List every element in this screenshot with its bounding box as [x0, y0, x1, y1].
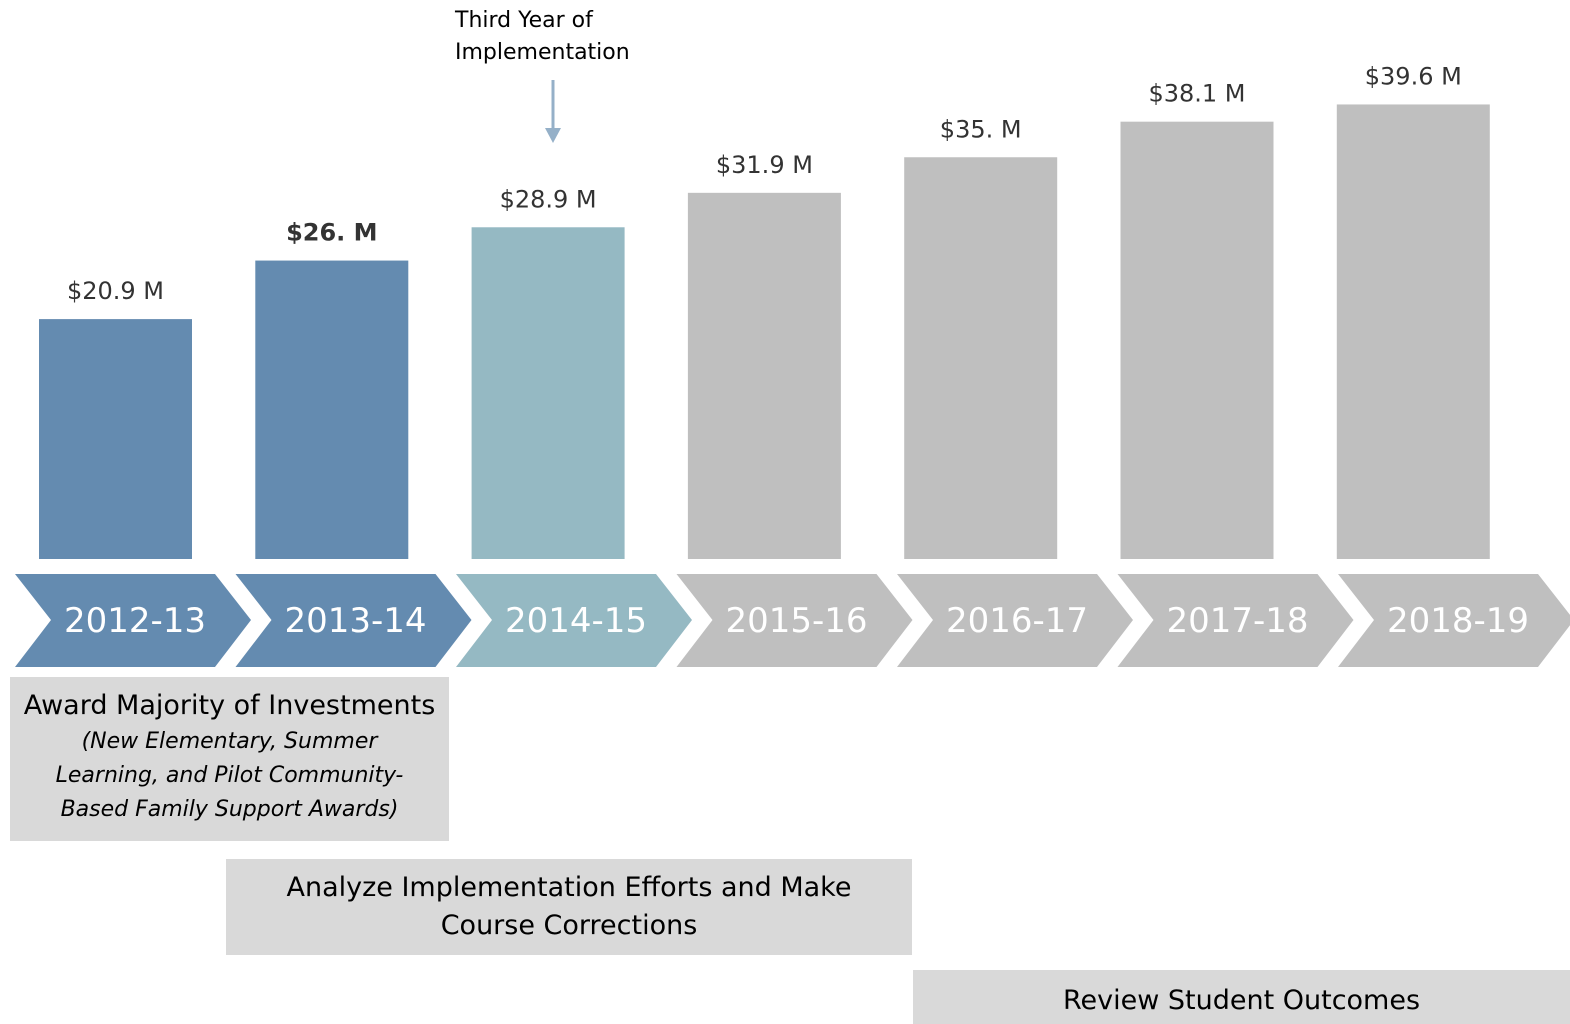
x-tick-label: 2017-18 — [1166, 601, 1308, 641]
bar — [687, 192, 841, 560]
chevron — [1117, 574, 1354, 667]
bar — [39, 319, 192, 559]
phase-title: Review Student Outcomes — [1062, 985, 1421, 1016]
annotation-arrowhead — [545, 128, 561, 143]
bar — [904, 157, 1058, 559]
x-tick-label: 2016-17 — [946, 601, 1088, 641]
phase-box: Review Student Outcomes — [913, 970, 1570, 1024]
phase-box: Analyze Implementation Efforts and Make … — [226, 859, 912, 955]
chevron — [15, 574, 251, 667]
value-label: $39.6 M — [1365, 62, 1462, 90]
x-tick-label: 2018-19 — [1387, 601, 1529, 641]
chevron — [456, 574, 692, 667]
x-tick-label: 2012-13 — [64, 601, 206, 641]
bar — [1336, 104, 1490, 559]
annotation: Third Year of Implementation — [455, 8, 630, 65]
value-label: $26. M — [286, 219, 377, 247]
phase-box: Award Majority of Investments (New Eleme… — [10, 677, 449, 841]
value-label: $28.9 M — [500, 185, 597, 213]
phase-title: Award Majority of Investments — [23, 690, 436, 721]
value-label: $20.9 M — [67, 277, 164, 305]
chevron — [676, 574, 913, 667]
chevron — [235, 574, 472, 667]
x-tick-label: 2013-14 — [284, 601, 426, 641]
bar — [471, 227, 625, 559]
bar — [255, 260, 409, 559]
x-tick-label: 2015-16 — [725, 601, 867, 641]
x-tick-label: 2014-15 — [505, 601, 647, 641]
bar — [1120, 121, 1274, 560]
chevron — [1338, 574, 1570, 667]
chevron — [897, 574, 1133, 667]
phase-title: Analyze Implementation Efforts and Make … — [286, 872, 852, 941]
phase-subtitle: (New Elementary, Summer Learning, and Pi… — [55, 729, 404, 822]
value-label: $31.9 M — [716, 151, 813, 179]
value-label: $35. M — [940, 115, 1022, 143]
value-label: $38.1 M — [1148, 80, 1245, 108]
